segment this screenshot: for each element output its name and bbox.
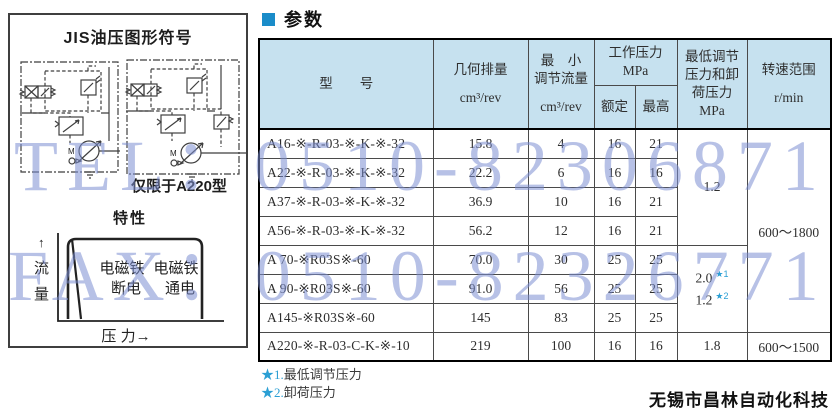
footnote-marker-2: ★2 (715, 291, 729, 301)
rated-pressure-cell: 16 (593, 186, 636, 217)
footnote-2-marker: ★2. (261, 385, 284, 400)
footnote-marker-1: ★1 (715, 268, 729, 279)
displacement-cell: 219 (432, 331, 529, 362)
displacement-cell: 91.0 (432, 273, 529, 304)
hydraulic-circuit-a220-icon: M (124, 59, 246, 181)
min-adjust-pressure-cell: 1.2 (676, 128, 748, 246)
table-row: A 90-※R03S※-60 91.0 56 25 25 (258, 273, 831, 304)
col-header-min-pressure: 最低调节 压力和卸 荷压力 MPa (676, 38, 748, 130)
model-cell: A37-※-R-03-※-K-※-32 (258, 186, 434, 217)
col-header-rated: 额定 (593, 84, 636, 130)
min-flow-cell: 6 (527, 157, 595, 188)
y-axis-label-2: 量 (34, 286, 49, 303)
table-row: A16-※-R-03-※-K-※-32 15.8 4 16 21 1.2 600… (258, 128, 832, 333)
min-flow-cell: 30 (527, 244, 595, 275)
solenoid-on-label-2: 通电 (165, 280, 195, 297)
y-axis-arrow: ↑ (38, 235, 45, 250)
motor-label: M (68, 147, 75, 156)
min-flow-cell: 4 (527, 128, 595, 159)
displacement-cell: 145 (432, 302, 529, 333)
max-pressure-cell: 16 (634, 331, 678, 362)
min-flow-cell: 56 (527, 273, 595, 304)
jis-panel-title: JIS油压图形符号 (63, 30, 193, 47)
a220-caption: 仅限于A220型 (131, 178, 227, 195)
max-pressure-cell: 16 (634, 157, 678, 188)
max-pressure-cell: 21 (634, 128, 678, 159)
model-cell: A16-※-R-03-※-K-※-32 (258, 128, 434, 159)
parameter-table: 型 号 几何排量 cm³/rev 最 小 调节流量 cm³/rev 工作压力 M… (258, 38, 832, 362)
displacement-cell: 56.2 (432, 215, 529, 246)
model-cell: A220-※-R-03-C-K-※-10 (258, 331, 434, 362)
col-header-displacement: 几何排量 cm³/rev (432, 38, 529, 130)
max-pressure-cell: 25 (634, 244, 678, 275)
rated-pressure-cell: 25 (593, 244, 636, 275)
company-name: 无锡市昌林自动化科技 (649, 391, 829, 410)
displacement-cell: 70.0 (432, 244, 529, 275)
col-header-speed-range: 转速范围 r/min (746, 38, 832, 130)
col-header-min-flow: 最 小 调节流量 cm³/rev (527, 38, 595, 130)
displacement-cell: 15.8 (432, 128, 529, 159)
rated-pressure-cell: 16 (593, 215, 636, 246)
min-flow-cell: 10 (527, 186, 595, 217)
solenoid-off-label-2: 断电 (111, 280, 141, 297)
min-flow-cell: 83 (527, 302, 595, 333)
footnote-1-marker: ★1. (261, 367, 284, 382)
motor-label: M (170, 149, 177, 158)
hydraulic-circuit-standard-icon: M (18, 61, 120, 179)
min-flow-cell: 100 (527, 331, 595, 362)
x-axis-label: 压 力→ (101, 328, 150, 345)
speed-range-cell: 600～1500 (746, 331, 832, 362)
section-bullet-icon (262, 12, 275, 26)
min-adjust-pressure-cell: 1.8 (676, 331, 748, 362)
rated-pressure-cell: 25 (593, 302, 636, 333)
rated-pressure-cell: 16 (593, 157, 636, 188)
characteristics-title: 特性 (112, 210, 147, 227)
table-row: A22-※-R-03-※-K-※-32 22.2 6 16 16 (258, 157, 831, 188)
rated-pressure-cell: 16 (593, 128, 636, 159)
rated-pressure-cell: 25 (593, 273, 636, 304)
solenoid-on-label-1: 电磁铁 (153, 260, 198, 277)
speed-range-cell: 600～1800 (746, 128, 832, 333)
table-row: A56-※-R-03-※-K-※-32 56.2 12 16 21 (258, 215, 831, 246)
rated-pressure-cell: 16 (593, 331, 636, 362)
solenoid-off-label-1: 电磁铁 (99, 260, 144, 277)
flow-pressure-graph: ↑ 流 量 电磁铁 断电 电磁铁 通电 压 力→ (34, 233, 224, 345)
y-axis-label-1: 流 (34, 260, 49, 277)
table-row: A 70-※R03S※-60 70.0 30 25 25 2.0 ★1 1.2 ★2 (258, 244, 831, 333)
model-cell: A145-※R03S※-60 (258, 302, 434, 333)
section-title: 参数 (284, 10, 324, 30)
max-pressure-cell: 25 (634, 302, 678, 333)
footnote-1: ★1.最低调节压力 (261, 367, 362, 382)
col-header-max: 最高 (634, 84, 678, 130)
min-adjust-unload-pressure-cell: 2.0 ★1 1.2 ★2 (676, 244, 748, 333)
table-row: A220-※-R-03-C-K-※-10 219 100 16 16 1.8 6… (258, 331, 832, 362)
section-header: 参数 (262, 6, 324, 32)
model-cell: A 90-※R03S※-60 (258, 273, 434, 304)
footnote-2: ★2.卸荷压力 (261, 385, 336, 400)
max-pressure-cell: 21 (634, 186, 678, 217)
model-cell: A22-※-R-03-※-K-※-32 (258, 157, 434, 188)
jis-symbol-panel: JIS油压图形符号 M (8, 13, 248, 348)
model-cell: A 70-※R03S※-60 (258, 244, 434, 275)
displacement-cell: 22.2 (432, 157, 529, 188)
max-pressure-cell: 25 (634, 273, 678, 304)
col-header-working-pressure: 工作压力 MPa (593, 38, 678, 86)
model-cell: A56-※-R-03-※-K-※-32 (258, 215, 434, 246)
max-pressure-cell: 21 (634, 215, 678, 246)
min-flow-cell: 12 (527, 215, 595, 246)
table-row: A37-※-R-03-※-K-※-32 36.9 10 16 21 (258, 186, 831, 217)
col-header-model: 型 号 (258, 38, 434, 130)
displacement-cell: 36.9 (432, 186, 529, 217)
